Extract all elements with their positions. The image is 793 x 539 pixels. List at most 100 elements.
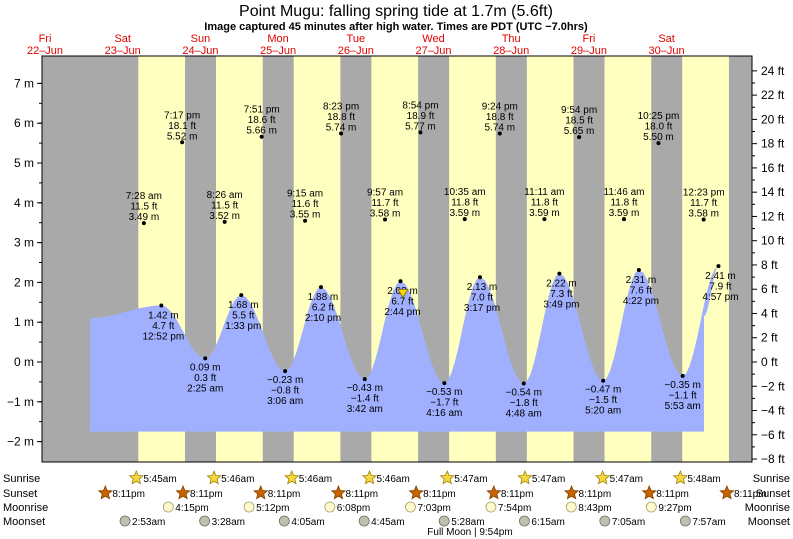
moonrise-time: 6:08pm (337, 503, 370, 514)
tide-point (497, 131, 502, 136)
moonset-icon (599, 515, 611, 527)
sunrise-icon (361, 469, 378, 485)
moonrise-time: 9:27pm (658, 503, 691, 514)
tide-point (141, 221, 146, 226)
sunrise-row-label-right: Sunrise (753, 473, 790, 485)
tide-label: 3:42 am (347, 404, 383, 415)
right-axis-label: 12 ft (761, 209, 785, 223)
tide-label: 5.74 m (484, 123, 515, 134)
left-axis-label: 2 m (14, 275, 34, 289)
tide-label: −0.35 m (664, 380, 700, 391)
day-date-label: 22–Jun (27, 45, 63, 57)
day-date-label: 24–Jun (182, 45, 218, 57)
moonrise-icon (405, 501, 416, 513)
left-axis-label: 6 m (14, 116, 34, 130)
sunrise-icon (672, 469, 688, 485)
tide-label: 7.9 ft (709, 282, 731, 293)
right-axis-label: −4 ft (761, 404, 785, 418)
sunset-icon (97, 484, 114, 500)
right-axis-label: 14 ft (761, 185, 785, 199)
full-moon-label: Full Moon | 9:54pm (427, 527, 512, 538)
day-date-label: 25–Jun (260, 45, 296, 57)
right-axis-label: 6 ft (761, 282, 778, 296)
sunrise-time: 5:47am (610, 474, 643, 485)
tide-label: 11.5 ft (130, 202, 157, 213)
right-axis-label: −8 ft (761, 452, 785, 466)
tide-label: −1.1 ft (669, 390, 697, 401)
tide-point (283, 369, 288, 374)
left-axis-label: 4 m (14, 196, 34, 210)
day-name-label: Sat (114, 33, 131, 45)
tide-label: 3.58 m (688, 209, 719, 220)
tide-label: 4:48 am (506, 408, 542, 419)
sunrise-time: 5:45am (143, 474, 176, 485)
sunrise-row-label-left: Sunrise (3, 473, 40, 485)
moonset-icon (119, 515, 131, 527)
day-name-label: Sat (658, 33, 675, 45)
right-axis-label: 8 ft (761, 258, 778, 272)
day-name-label: Sun (191, 33, 211, 45)
moonset-time: 5:28am (451, 517, 484, 528)
tide-label: 5:53 am (665, 401, 701, 412)
tide-label: 4.7 ft (152, 321, 174, 332)
moonset-time: 7:57am (692, 517, 725, 528)
moonset-time: 6:15am (531, 517, 564, 528)
right-axis-label: 24 ft (761, 64, 785, 78)
right-axis-label: −2 ft (761, 379, 785, 393)
tide-label: 7:28 am (126, 191, 162, 202)
moonrise-row-label-left: Moonrise (3, 502, 48, 514)
tide-label: 7:51 pm (244, 105, 280, 116)
tide-label: 5.74 m (326, 123, 357, 134)
day-name-label: Fri (582, 33, 595, 45)
tide-label: 9:24 pm (482, 102, 518, 113)
tide-label: 8:26 am (207, 190, 243, 201)
tide-label: 9:57 am (367, 188, 403, 199)
tide-label: 3.55 m (290, 210, 321, 221)
day-name-label: Wed (422, 33, 444, 45)
moonrise-time: 5:12pm (256, 503, 289, 514)
tide-label: 4:57 pm (702, 292, 738, 303)
tide-point (418, 130, 423, 135)
day-date-label: 27–Jun (415, 45, 451, 57)
tide-point (203, 356, 208, 361)
tide-label: 5.52 m (167, 131, 198, 142)
tide-label: 11.8 ft (610, 198, 637, 209)
tide-label: 2.22 m (546, 279, 577, 290)
moonrise-icon (243, 501, 255, 513)
tide-label: 7.0 ft (471, 293, 493, 304)
tide-label: 11.6 ft (292, 199, 319, 210)
tide-point (521, 381, 526, 386)
tide-label: 2:25 am (187, 383, 223, 394)
tide-point (383, 217, 388, 222)
tide-label: 7.3 ft (550, 289, 572, 300)
tide-point (636, 268, 641, 273)
day-date-label: 26–Jun (338, 45, 374, 57)
tide-point (621, 217, 626, 222)
tide-label: 3:06 am (267, 396, 303, 407)
right-axis-label: 18 ft (761, 137, 785, 151)
sunrise-icon (284, 469, 300, 485)
tide-point (577, 135, 582, 140)
sunset-time: 8:11pm (345, 489, 378, 500)
moonset-time: 4:45am (371, 517, 404, 528)
tide-label: 3.52 m (209, 211, 240, 222)
tide-label: 5.65 m (564, 126, 595, 137)
tide-point (701, 217, 706, 222)
moonset-row-label-right: Moonset (748, 516, 790, 528)
tide-label: 11.8 ft (451, 198, 478, 209)
tide-label: 5.50 m (643, 132, 674, 143)
sunset-time: 8:11pm (423, 489, 456, 500)
moonset-icon (278, 515, 290, 527)
sunrise-icon (206, 469, 222, 485)
sunrise-time: 5:47am (454, 474, 487, 485)
moonrise-time: 8:43pm (578, 503, 611, 514)
moonrise-row-label-right: Moonrise (745, 502, 790, 514)
tide-label: 6.2 ft (312, 303, 334, 314)
tide-point (716, 264, 721, 269)
sunrise-icon (439, 469, 455, 485)
tide-point (259, 134, 264, 139)
moonset-time: 3:28am (212, 517, 245, 528)
sunrise-time: 5:46am (376, 474, 409, 485)
right-axis-label: 20 ft (761, 112, 785, 126)
left-axis-label: 0 m (14, 355, 34, 369)
